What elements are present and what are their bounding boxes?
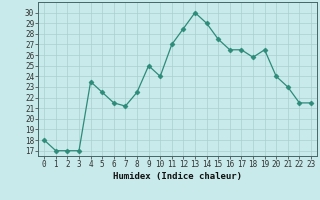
X-axis label: Humidex (Indice chaleur): Humidex (Indice chaleur) bbox=[113, 172, 242, 181]
